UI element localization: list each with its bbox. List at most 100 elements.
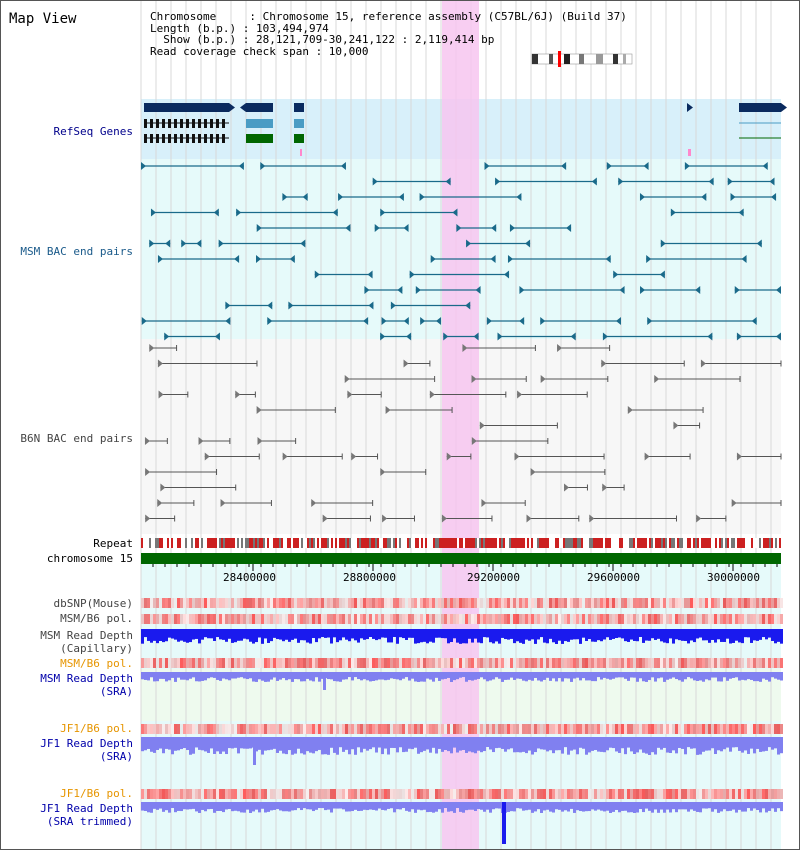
- depth-bar: [603, 737, 606, 753]
- depth-bar: [360, 737, 363, 753]
- axis-tick-label: 29600000: [587, 571, 640, 584]
- depth-bar: [351, 629, 354, 639]
- repeat-mark: [417, 538, 419, 548]
- depth-bar: [741, 737, 744, 753]
- repeat-mark: [319, 538, 321, 548]
- gene-arrow: [781, 103, 787, 112]
- depth-bar: [732, 802, 735, 810]
- depth-bar: [378, 802, 381, 809]
- repeat-mark: [355, 538, 357, 548]
- polymorphism-cell: [726, 598, 729, 608]
- depth-bar: [222, 672, 225, 679]
- repeat-mark: [149, 538, 151, 548]
- depth-bar: [474, 629, 477, 639]
- depth-bar: [480, 629, 483, 644]
- polymorphism-cell: [306, 614, 309, 624]
- depth-bar: [276, 629, 279, 640]
- bac-end: [491, 224, 497, 232]
- polymorphism-cell: [594, 614, 597, 624]
- bac-end: [164, 332, 170, 341]
- polymorphism-cell: [183, 724, 186, 734]
- polymorphism-cell: [441, 598, 444, 608]
- depth-bar: [375, 672, 378, 681]
- repeat-mark: [771, 538, 773, 548]
- repeat-mark: [177, 538, 179, 548]
- depth-bar: [201, 802, 204, 810]
- polymorphism-cell: [408, 789, 411, 799]
- depth-bar: [543, 802, 546, 811]
- polymorphism-cell: [342, 724, 345, 734]
- polymorphism-cell: [663, 789, 666, 799]
- polymorphism-cell: [414, 658, 417, 668]
- bac-end: [380, 208, 386, 217]
- depth-bar: [450, 672, 453, 682]
- depth-bar: [162, 672, 165, 679]
- depth-bar: [423, 737, 426, 751]
- polymorphism-cell: [264, 614, 267, 624]
- polymorphism-cell: [474, 789, 477, 799]
- polymorphism-cell: [222, 614, 225, 624]
- polymorphism-cell: [438, 598, 441, 608]
- polymorphism-cell: [657, 598, 660, 608]
- polymorphism-cell: [213, 789, 216, 799]
- depth-bar: [207, 629, 210, 639]
- bac-end: [741, 255, 747, 263]
- bac-end: [267, 301, 273, 310]
- polymorphism-cell: [204, 724, 207, 734]
- depth-bar: [687, 629, 690, 644]
- repeat-mark: [585, 538, 587, 548]
- ideogram-position-marker: [558, 51, 561, 67]
- polymorphism-cell: [543, 789, 546, 799]
- polymorphism-cell: [339, 598, 342, 608]
- polymorphism-cell: [564, 789, 567, 799]
- depth-bar: [510, 737, 513, 749]
- bac-end: [403, 224, 409, 232]
- polymorphism-cell: [774, 789, 777, 799]
- polymorphism-cell: [570, 724, 573, 734]
- depth-bar: [285, 629, 288, 640]
- repeat-mark: [679, 538, 681, 548]
- polymorphism-cell: [177, 598, 180, 608]
- polymorphism-cell: [627, 598, 630, 608]
- polymorphism-cell: [498, 658, 501, 668]
- repeat-mark: [543, 538, 545, 548]
- repeat-mark: [683, 538, 685, 548]
- depth-bar: [588, 629, 591, 640]
- depth-bar: [609, 802, 612, 813]
- polymorphism-cell: [666, 658, 669, 668]
- bac-end: [420, 317, 426, 325]
- polymorphism-cell: [258, 724, 261, 734]
- depth-bar: [729, 802, 732, 811]
- polymorphism-cell: [351, 658, 354, 668]
- polymorphism-cell: [639, 789, 642, 799]
- repeat-mark: [233, 538, 235, 548]
- depth-bar: [264, 672, 267, 682]
- polymorphism-cell: [711, 724, 714, 734]
- polymorphism-cell: [675, 658, 678, 668]
- polymorphism-cell: [354, 658, 357, 668]
- polymorphism-cell: [657, 614, 660, 624]
- polymorphism-cell: [333, 789, 336, 799]
- depth-bar: [648, 629, 651, 641]
- repeat-mark: [207, 538, 209, 548]
- depth-bar: [270, 629, 273, 642]
- polymorphism-cell: [414, 724, 417, 734]
- polymorphism-cell: [567, 614, 570, 624]
- depth-bar: [642, 629, 645, 643]
- polymorphism-cell: [753, 598, 756, 608]
- polymorphism-cell: [687, 614, 690, 624]
- polymorphism-cell: [213, 658, 216, 668]
- polymorphism-cell: [465, 658, 468, 668]
- depth-bar: [471, 672, 474, 681]
- repeat-mark: [595, 538, 597, 548]
- polymorphism-cell: [282, 724, 285, 734]
- depth-bar: [504, 629, 507, 640]
- depth-bar: [459, 672, 462, 678]
- polymorphism-cell: [345, 598, 348, 608]
- depth-bar: [597, 737, 600, 752]
- depth-bar: [309, 802, 312, 810]
- depth-bar: [351, 802, 354, 812]
- polymorphism-cell: [534, 658, 537, 668]
- repeat-mark: [579, 538, 581, 548]
- depth-bar: [426, 629, 429, 644]
